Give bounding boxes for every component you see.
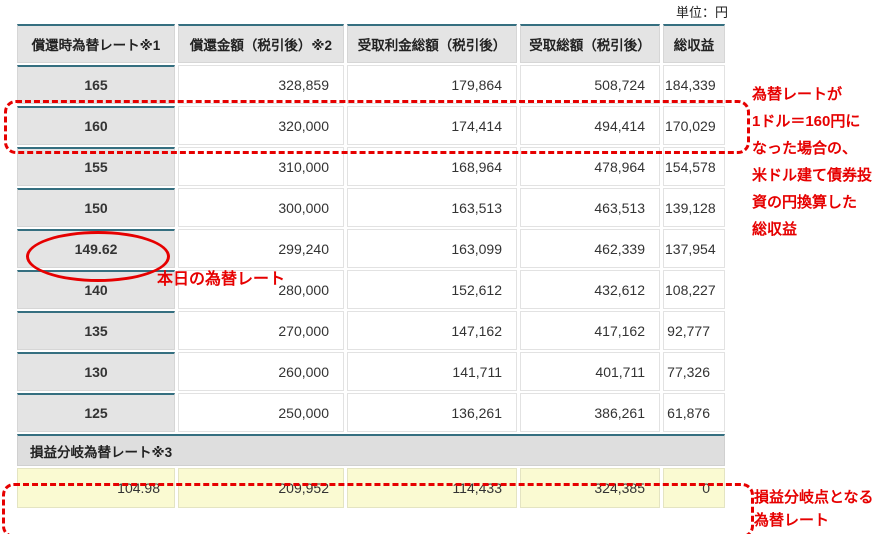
breakeven-section-header: 損益分岐為替レート※3	[17, 434, 725, 466]
value-cell: 152,612	[347, 270, 517, 309]
value-cell: 432,612	[520, 270, 660, 309]
value-cell: 401,711	[520, 352, 660, 391]
value-cell: 300,000	[178, 188, 344, 227]
breakeven-note: 損益分岐点となる 為替レート	[754, 486, 878, 532]
rate-cell: 150	[17, 188, 175, 227]
value-cell: 260,000	[178, 352, 344, 391]
table-row: 150 300,000 163,513 463,513 139,128	[17, 188, 725, 227]
rate-cell: 155	[17, 147, 175, 186]
value-cell: 168,964	[347, 147, 517, 186]
value-cell: 386,261	[520, 393, 660, 432]
table-row: 135 270,000 147,162 417,162 92,777	[17, 311, 725, 350]
breakeven-note-line: 損益分岐点となる	[754, 489, 874, 506]
value-cell: 92,777	[663, 311, 725, 350]
fx-returns-table: 償還時為替レート※1 償還金額（税引後）※2 受取利金総額（税引後） 受取総額（…	[14, 22, 728, 510]
rate-cell: 165	[17, 65, 175, 104]
header-cell-redemption: 償還金額（税引後）※2	[178, 24, 344, 63]
value-cell: 280,000	[178, 270, 344, 309]
breakeven-value-cell: 114,433	[347, 468, 517, 508]
table-row-160: 160 320,000 174,414 494,414 170,029	[17, 106, 725, 145]
value-cell: 417,162	[520, 311, 660, 350]
value-cell: 137,954	[663, 229, 725, 268]
value-cell: 170,029	[663, 106, 725, 145]
table-row: 165 328,859 179,864 508,724 184,339	[17, 65, 725, 104]
table-header-row: 償還時為替レート※1 償還金額（税引後）※2 受取利金総額（税引後） 受取総額（…	[17, 24, 725, 63]
header-cell-total: 受取総額（税引後）	[520, 24, 660, 63]
value-cell: 320,000	[178, 106, 344, 145]
rate160-note-line: 総収益	[752, 221, 798, 238]
value-cell: 270,000	[178, 311, 344, 350]
value-cell: 463,513	[520, 188, 660, 227]
breakeven-row: 104.98 209,952 114,433 324,385 0	[17, 468, 725, 508]
rate160-note-line: 資の円換算した	[752, 194, 858, 211]
table-row: 140 280,000 152,612 432,612 108,227	[17, 270, 725, 309]
rate-cell: 135	[17, 311, 175, 350]
value-cell: 494,414	[520, 106, 660, 145]
rate160-note-line: なった場合の、	[752, 140, 858, 157]
table-row: 130 260,000 141,711 401,711 77,326	[17, 352, 725, 391]
value-cell: 250,000	[178, 393, 344, 432]
value-cell: 163,099	[347, 229, 517, 268]
rate-cell: 160	[17, 106, 175, 145]
value-cell: 462,339	[520, 229, 660, 268]
rate160-note-line: 為替レートが	[752, 86, 843, 103]
breakeven-note-line: 為替レート	[754, 512, 830, 529]
table-row: 125 250,000 136,261 386,261 61,876	[17, 393, 725, 432]
rate160-note-line: 1ドル＝160円に	[752, 113, 861, 130]
value-cell: 508,724	[520, 65, 660, 104]
unit-label: 単位：円	[675, 5, 728, 20]
value-cell: 61,876	[663, 393, 725, 432]
rate-cell: 130	[17, 352, 175, 391]
breakeven-value-cell: 0	[663, 468, 725, 508]
value-cell: 163,513	[347, 188, 517, 227]
value-cell: 147,162	[347, 311, 517, 350]
header-cell-interest: 受取利金総額（税引後）	[347, 24, 517, 63]
breakeven-value-cell: 209,952	[178, 468, 344, 508]
value-cell: 299,240	[178, 229, 344, 268]
value-cell: 478,964	[520, 147, 660, 186]
rate-cell: 125	[17, 393, 175, 432]
value-cell: 179,864	[347, 65, 517, 104]
breakeven-rate-cell: 104.98	[17, 468, 175, 508]
table-row-today: 149.62 299,240 163,099 462,339 137,954	[17, 229, 725, 268]
rate160-note-line: 米ドル建て債券投	[752, 167, 873, 184]
value-cell: 184,339	[663, 65, 725, 104]
value-cell: 174,414	[347, 106, 517, 145]
value-cell: 141,711	[347, 352, 517, 391]
rate-cell: 140	[17, 270, 175, 309]
rate-cell-today: 149.62	[17, 229, 175, 268]
value-cell: 328,859	[178, 65, 344, 104]
breakeven-value-cell: 324,385	[520, 468, 660, 508]
table-row: 155 310,000 168,964 478,964 154,578	[17, 147, 725, 186]
header-cell-rate: 償還時為替レート※1	[17, 24, 175, 63]
value-cell: 139,128	[663, 188, 725, 227]
breakeven-section-row: 損益分岐為替レート※3	[17, 434, 725, 466]
value-cell: 77,326	[663, 352, 725, 391]
value-cell: 108,227	[663, 270, 725, 309]
value-cell: 310,000	[178, 147, 344, 186]
value-cell: 136,261	[347, 393, 517, 432]
header-cell-profit: 総収益	[663, 24, 725, 63]
rate160-note: 為替レートが 1ドル＝160円に なった場合の、 米ドル建て債券投 資の円換算し…	[752, 81, 878, 243]
value-cell: 154,578	[663, 147, 725, 186]
